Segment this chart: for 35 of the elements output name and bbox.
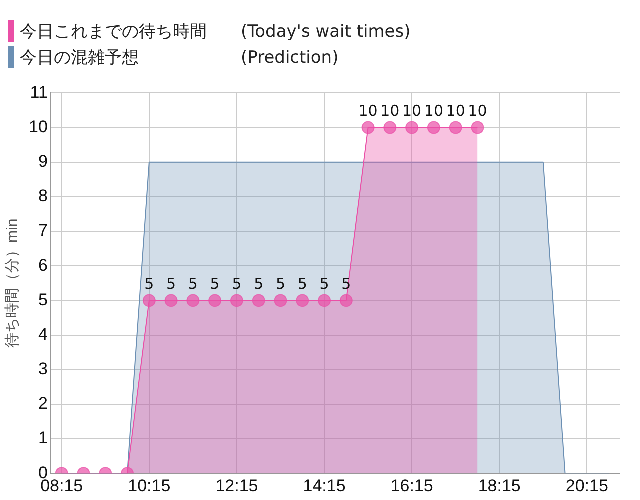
data-label: 5: [232, 275, 242, 294]
data-label: 5: [144, 275, 154, 294]
x-tick-label: 12:15: [216, 476, 258, 496]
y-axis-title: 待ち時間（分）min: [4, 218, 22, 348]
legend-label: 今日これまでの待ち時間 (Today's wait times): [20, 20, 411, 42]
y-tick-label: 1: [38, 428, 48, 448]
data-label: 10: [424, 102, 444, 120]
y-tick-label: 6: [38, 256, 48, 275]
data-label: 10: [446, 102, 466, 120]
y-tick-label: 5: [38, 290, 48, 310]
x-tick-label: 16:15: [390, 476, 434, 496]
x-tick-label: 10:15: [128, 476, 171, 496]
y-tick-label: 8: [38, 186, 48, 206]
x-tick-label: 18:15: [478, 476, 521, 496]
data-label: 5: [298, 275, 308, 294]
y-tick-label: 2: [38, 394, 48, 414]
y-tick-label: 11: [30, 82, 48, 102]
x-tick-label: 14:15: [303, 476, 346, 496]
data-label: 10: [402, 102, 422, 120]
data-label: 5: [276, 275, 286, 294]
y-tick-label: 10: [28, 117, 48, 136]
data-label: 5: [166, 275, 176, 294]
y-tick-label: 3: [38, 360, 48, 379]
y-tick-label: 9: [38, 152, 48, 172]
data-label: 10: [380, 102, 400, 120]
data-label: 5: [188, 275, 198, 294]
data-label: 5: [254, 275, 264, 294]
y-tick-label: 7: [38, 221, 48, 240]
data-label: 5: [210, 275, 220, 294]
data-label: 10: [468, 102, 488, 120]
x-tick-label: 20:15: [566, 476, 608, 496]
data-label: 10: [358, 102, 378, 120]
y-tick-label: 4: [38, 324, 48, 344]
legend-label: 今日の混雑予想 (Prediction): [20, 46, 339, 68]
data-label: 5: [320, 275, 330, 294]
